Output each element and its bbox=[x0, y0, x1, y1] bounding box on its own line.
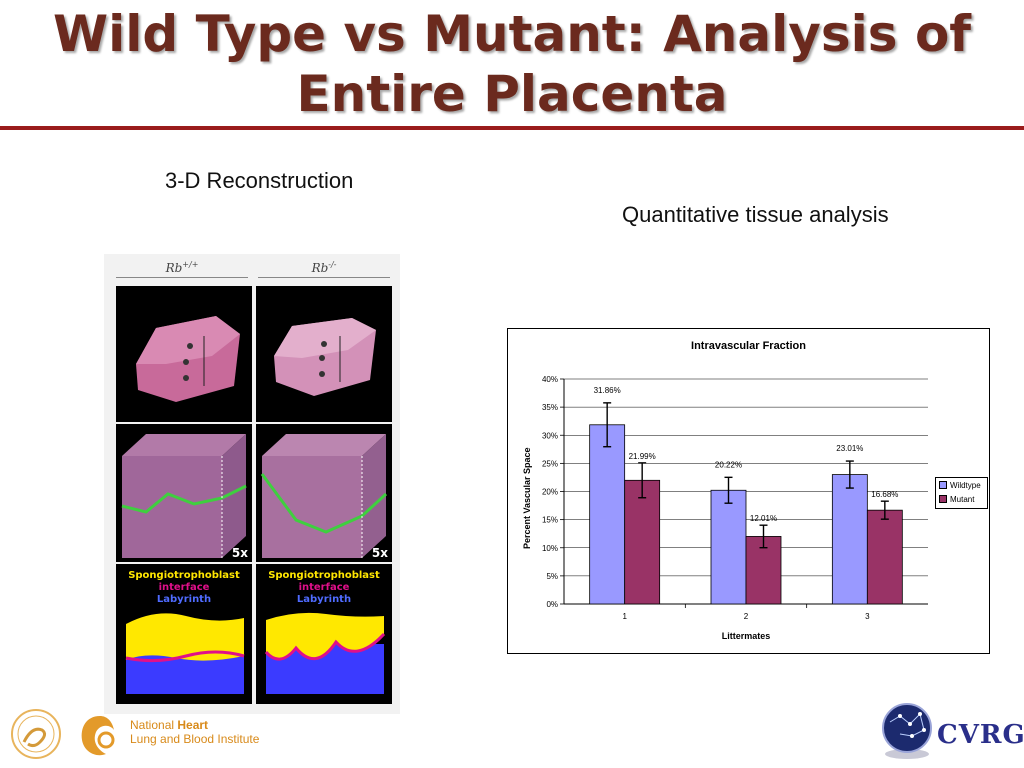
chart-y-axis-label: Percent Vascular Space bbox=[522, 447, 532, 549]
mutant-genotype-sup: -/- bbox=[328, 260, 337, 269]
title-line-2: Entire Placenta bbox=[296, 65, 728, 123]
mutant-placenta-render bbox=[256, 286, 392, 422]
chart-y-tick-label: 40% bbox=[542, 375, 558, 384]
legend-item-mutant: Mutant bbox=[936, 492, 987, 506]
wildtype-genotype-sup: +/+ bbox=[182, 260, 199, 269]
data-label: 23.01% bbox=[836, 444, 863, 453]
mutant-bar bbox=[866, 509, 903, 605]
chart-x-axis-label: Littermates bbox=[721, 631, 771, 641]
data-label: 12.01% bbox=[750, 514, 777, 523]
legend-label-wildtype: Wildtype bbox=[950, 480, 981, 490]
mutant-gene-label: Rb bbox=[311, 261, 329, 275]
scale-left-label: 5x bbox=[231, 546, 248, 560]
cvrg-globe-icon bbox=[880, 700, 934, 760]
chart-title: Intravascular Fraction bbox=[691, 340, 806, 352]
mutant-swatch bbox=[939, 495, 947, 503]
wildtype-segmentation-render: Spongiotrophoblast interface Labyrinth bbox=[116, 564, 252, 704]
data-label: 16.68% bbox=[871, 490, 898, 499]
wildtype-bar bbox=[831, 474, 868, 605]
mutant-bar bbox=[624, 479, 661, 605]
data-label: 31.86% bbox=[594, 386, 621, 395]
reconstruction-label: 3-D Reconstruction bbox=[165, 168, 354, 193]
legend-label-mutant: Mutant bbox=[950, 494, 975, 504]
chart-y-tick-label: 15% bbox=[542, 516, 558, 525]
wildtype-bar bbox=[589, 424, 626, 605]
nhlbi-line-2: Lung and Blood Institute bbox=[130, 732, 260, 746]
chart-y-tick-label: 5% bbox=[546, 572, 558, 581]
slide-title: Wild Type vs Mutant: Analysis of Entire … bbox=[0, 4, 1024, 124]
chart-y-tick-label: 20% bbox=[542, 488, 558, 497]
chart-x-tick-label: 2 bbox=[744, 612, 749, 621]
wildtype-placenta-render bbox=[116, 286, 252, 422]
legend-labyrinth: Labyrinth bbox=[156, 594, 212, 605]
legend-spongiotrophoblast: Spongiotrophoblast bbox=[128, 570, 240, 581]
chart-x-tick-label: 1 bbox=[622, 612, 627, 621]
nhlbi-text-heart: Heart bbox=[177, 718, 209, 732]
chart-y-tick-label: 0% bbox=[546, 600, 558, 609]
nhlbi-line-1: National Heart bbox=[130, 718, 259, 732]
wildtype-swatch bbox=[939, 481, 947, 489]
legend-item-wildtype: Wildtype bbox=[936, 478, 987, 492]
chart-y-tick-label: 35% bbox=[542, 403, 558, 412]
chart-y-tick-label: 30% bbox=[542, 431, 558, 440]
data-label: 20.22% bbox=[715, 460, 742, 469]
chart-x-tick-label: 3 bbox=[865, 612, 870, 621]
reconstruction-figure: Rb+/+ Rb-/- 5x bbox=[104, 254, 400, 714]
cvrg-wordmark: CVRG bbox=[937, 720, 1024, 750]
nhlbi-text-national: National bbox=[130, 718, 178, 732]
wildtype-column-header: Rb+/+ bbox=[116, 260, 248, 278]
wildtype-gene-label: Rb bbox=[165, 261, 183, 275]
title-line-1: Wild Type vs Mutant: Analysis of bbox=[52, 5, 972, 63]
hhs-seal-logo bbox=[10, 708, 62, 760]
segmentation-legend-right: Spongiotrophoblast interface Labyrinth bbox=[256, 570, 392, 606]
segmentation-legend-left: Spongiotrophoblast interface Labyrinth bbox=[116, 570, 252, 606]
intravascular-fraction-chart: 0% 5% 10% 15% 20% 25% 30% 35% 40% 1 31.86% 21.99% 2 2… bbox=[507, 328, 990, 654]
legend-interface: interface bbox=[158, 582, 210, 593]
wildtype-tissue-cube: 5x bbox=[116, 424, 252, 562]
wildtype-bar bbox=[710, 489, 747, 605]
legend-interface: interface bbox=[298, 582, 350, 593]
nhlbi-wordmark: National Heart Lung and Blood Institute bbox=[130, 718, 259, 746]
mutant-column-header: Rb-/- bbox=[258, 260, 390, 278]
nhlbi-logo-icon bbox=[76, 712, 124, 760]
chart-y-tick-label: 25% bbox=[542, 459, 558, 468]
legend-spongiotrophoblast: Spongiotrophoblast bbox=[268, 570, 380, 581]
mutant-segmentation-render: Spongiotrophoblast interface Labyrinth bbox=[256, 564, 392, 704]
data-label: 21.99% bbox=[629, 452, 656, 461]
scale-right-label: 5x bbox=[371, 546, 388, 560]
quantitative-label: Quantitative tissue analysis bbox=[622, 202, 889, 227]
legend-labyrinth: Labyrinth bbox=[296, 594, 352, 605]
chart-canvas: 0% 5% 10% 15% 20% 25% 30% 35% 40% 1 31.86% 21.99% 2 2… bbox=[542, 375, 928, 621]
chart-legend: Wildtype Mutant bbox=[935, 477, 988, 509]
title-divider bbox=[0, 126, 1024, 130]
chart-y-tick-label: 10% bbox=[542, 544, 558, 553]
mutant-tissue-cube: 5x bbox=[256, 424, 392, 562]
